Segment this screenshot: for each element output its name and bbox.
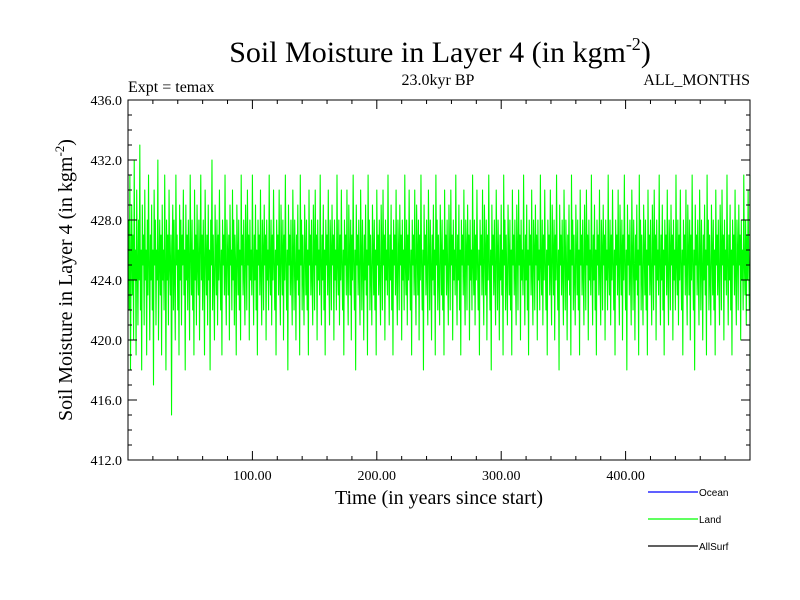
x-tick-label: 400.00 (606, 469, 645, 484)
chart-title-main: Soil Moisture in Layer 4 (in kgm (229, 36, 626, 69)
legend-label-allsurf: AllSurf (699, 542, 729, 553)
y-tick-label: 424.0 (91, 274, 123, 289)
y-tick-label: 432.0 (91, 154, 123, 169)
legend-label-ocean: Ocean (699, 488, 728, 499)
y-tick-label: 420.0 (91, 334, 123, 349)
chart-title-suffix: ) (641, 36, 651, 69)
months-label: ALL_MONTHS (643, 72, 750, 89)
y-tick-label: 436.0 (91, 94, 123, 109)
y-tick-label: 428.0 (91, 214, 123, 229)
series-line-land (127, 144, 751, 416)
chart-title-superscript: -2 (626, 34, 641, 54)
legend-label-land: Land (699, 515, 721, 526)
y-tick-label: 416.0 (91, 394, 123, 409)
plot-frame (127, 99, 751, 461)
legend: Ocean Land AllSurf (648, 488, 729, 553)
x-tick-label: 100.00 (233, 469, 272, 484)
x-axis: 100.00 200.00 300.00 400.00 (152, 100, 726, 484)
expt-label: Expt = temax (128, 79, 214, 96)
x-tick-label: 300.00 (482, 469, 521, 484)
y-axis: 412.0 416.0 420.0 424.0 428.0 432.0 436.0 (91, 94, 750, 469)
plot-line-group (127, 144, 751, 416)
y-axis-title: Soil Moisture in Layer 4 (in kgm-2) (52, 139, 77, 421)
y-tick-label: 412.0 (91, 454, 123, 469)
chart-title: Soil Moisture in Layer 4 (in kgm-2) (229, 34, 651, 69)
x-tick-label: 200.00 (358, 469, 397, 484)
y-axis-title-superscript: -2 (52, 146, 67, 157)
y-axis-title-suffix: ) (55, 139, 77, 146)
period-label: 23.0kyr BP (402, 72, 475, 89)
y-axis-title-main: Soil Moisture in Layer 4 (in kgm (55, 156, 77, 421)
x-axis-title: Time (in years since start) (335, 487, 543, 509)
